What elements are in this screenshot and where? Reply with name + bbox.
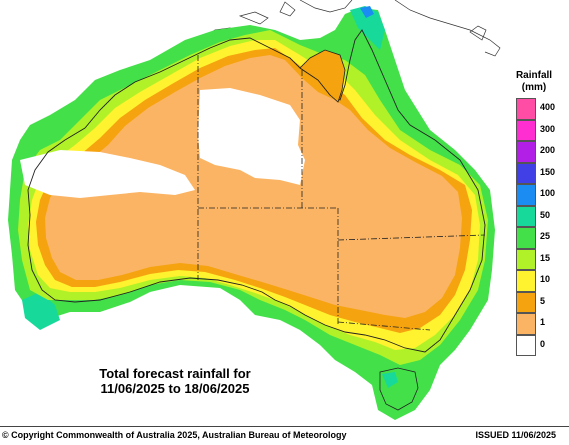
australia-rainfall-map (8, 0, 501, 420)
legend-label: 25 (540, 231, 551, 241)
issued-date: ISSUED 11/06/2025 (475, 430, 556, 440)
legend-label: 200 (540, 145, 556, 155)
legend-label: 0 (540, 338, 546, 349)
tasmania-rain-50mm (382, 372, 398, 388)
legend-swatch (516, 98, 536, 120)
legend-swatch (516, 119, 536, 141)
legend-item: 100 (516, 184, 560, 206)
legend-swatch (516, 184, 536, 206)
state-borders (197, 55, 486, 331)
legend-item: 200 (516, 141, 560, 163)
legend-item: 0 (516, 334, 560, 356)
legend-swatch (516, 313, 536, 335)
legend-item: 50 (516, 205, 560, 227)
legend-swatch (516, 248, 536, 270)
legend-label: 100 (540, 188, 556, 198)
legend-label: 50 (540, 209, 551, 220)
legend-title-line-2: (mm) (521, 82, 547, 93)
legend-items: 400 300 200 150 100 50 25 15 10 5 1 0 (516, 98, 560, 356)
footer-bar: © Copyright Commonwealth of Australia 20… (0, 426, 569, 445)
rainfall-legend: Rainfall (mm) 400 300 200 150 100 50 25 15 10 5 1 0 (508, 70, 560, 356)
legend-item: 400 (516, 98, 560, 120)
rain-zone-1mm (45, 55, 462, 318)
gulf-of-carpentaria (299, 49, 346, 103)
legend-label: 150 (540, 166, 556, 177)
legend-label: 5 (540, 295, 546, 306)
legend-swatch (516, 334, 536, 356)
legend-label: 15 (540, 252, 551, 263)
legend-swatch (516, 270, 536, 292)
legend-item: 10 (516, 270, 560, 292)
rain-zone-100mm-north (360, 6, 374, 18)
mainland-coastline (27, 29, 486, 353)
caption-line-1: Total forecast rainfall for (99, 366, 251, 381)
rain-zone-50mm-north (350, 6, 385, 50)
legend-swatch (516, 162, 536, 184)
rain-zone-50mm-southwest (22, 292, 60, 330)
copyright-notice: © Copyright Commonwealth of Australia 20… (2, 430, 347, 440)
legend-item: 25 (516, 227, 560, 249)
legend-label: 1 (540, 317, 546, 327)
rain-zone-0mm (20, 88, 305, 198)
legend-title-line-1: Rainfall (515, 70, 553, 81)
legend-item: 300 (516, 119, 560, 141)
legend-item: 5 (516, 291, 560, 313)
legend-label: 300 (540, 123, 556, 134)
legend-item: 1 (516, 313, 560, 335)
forecast-caption: Total forecast rainfall for 11/06/2025 t… (60, 366, 290, 396)
legend-swatch (516, 291, 536, 313)
legend-swatch (516, 205, 536, 227)
legend-item: 15 (516, 248, 560, 270)
legend-title: Rainfall (mm) (508, 70, 560, 94)
legend-swatch (516, 141, 536, 163)
caption-line-2: 11/06/2025 to 18/06/2025 (100, 381, 250, 396)
legend-label: 10 (540, 274, 551, 284)
legend-item: 150 (516, 162, 560, 184)
legend-label: 400 (540, 102, 556, 112)
legend-swatch (516, 227, 536, 249)
